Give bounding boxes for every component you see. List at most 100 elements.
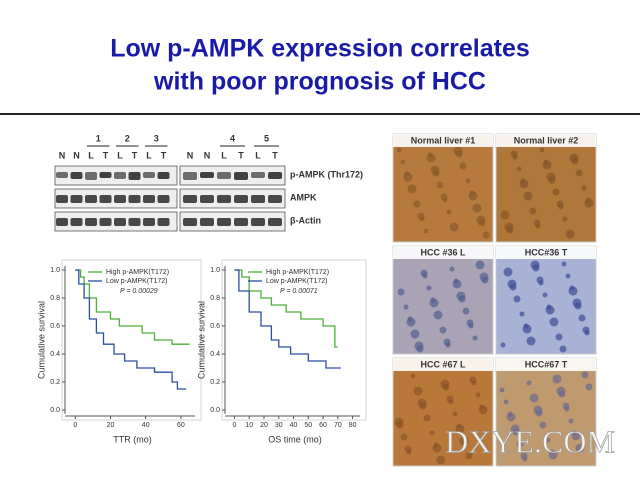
nucleus: [413, 200, 421, 208]
x-tick-label: 0: [73, 422, 77, 429]
nucleus: [426, 285, 432, 291]
nucleus: [529, 393, 539, 403]
blot-frame: [179, 188, 286, 209]
y-tick-label: 0.4: [210, 351, 220, 358]
nucleus: [400, 159, 406, 165]
nucleus: [443, 338, 451, 346]
lane-label: L: [221, 150, 227, 160]
nucleus: [533, 405, 543, 415]
nucleus: [578, 314, 586, 322]
nucleus: [510, 150, 518, 158]
nucleus: [440, 193, 448, 201]
nucleus: [565, 273, 571, 279]
blot-band: [157, 195, 170, 203]
nucleus: [575, 169, 583, 177]
nucleus: [523, 191, 533, 201]
nucleus: [449, 266, 455, 272]
lane-label: T: [132, 150, 138, 160]
nucleus: [582, 326, 590, 334]
ihc-label-bg: [496, 134, 596, 147]
nucleus: [562, 402, 570, 410]
nucleus: [476, 215, 486, 225]
legend-label: High p-AMPK(T172): [106, 269, 169, 276]
nucleus: [410, 373, 416, 379]
nucleus: [507, 411, 513, 417]
ihc-label: Normal liver #2: [514, 135, 579, 145]
blot-band: [268, 172, 282, 179]
x-tick-label: 0: [232, 422, 236, 429]
nucleus: [410, 329, 420, 339]
nucleus: [456, 423, 462, 429]
ihc-label-bg: [393, 358, 493, 371]
nucleus: [449, 222, 459, 232]
survival-curve: [75, 269, 187, 390]
nucleus: [404, 445, 412, 453]
nucleus: [500, 342, 506, 348]
blot-band: [268, 218, 282, 226]
nucleus: [572, 430, 578, 436]
nucleus: [565, 229, 575, 239]
row-label: p-AMPK (Thr172): [290, 169, 363, 179]
x-tick-label: 10: [245, 422, 253, 429]
nucleus: [482, 231, 490, 239]
lane-label: T: [103, 150, 109, 160]
blot-band: [183, 172, 197, 180]
nucleus: [549, 317, 559, 327]
survival-curve: [234, 269, 338, 348]
group-label: 1: [96, 133, 101, 143]
blot-band: [200, 218, 214, 226]
nucleus: [396, 147, 402, 153]
legend-label: Low p-AMPK(T172): [106, 278, 167, 285]
x-axis-label: OS time (mo): [268, 434, 322, 444]
lane-label: T: [272, 150, 278, 160]
blot-band: [56, 172, 68, 178]
lane-label: L: [88, 150, 94, 160]
blot-frame: [179, 165, 286, 186]
lane-label: N: [73, 150, 80, 160]
blot-band: [157, 172, 170, 179]
blot-band: [268, 195, 282, 203]
nucleus: [533, 219, 541, 227]
blot-band: [114, 218, 126, 226]
nucleus: [520, 452, 528, 460]
nucleus: [413, 386, 423, 396]
nucleus: [507, 279, 517, 289]
p-value: P = 0.00071: [280, 288, 318, 295]
blot-band: [234, 218, 248, 226]
nucleus: [556, 386, 566, 396]
nucleus: [430, 165, 440, 175]
group-label: 3: [154, 133, 159, 143]
nucleus: [539, 421, 547, 429]
x-tick-label: 30: [275, 422, 283, 429]
blot-band: [85, 172, 97, 180]
nucleus: [569, 285, 575, 291]
nucleus: [472, 335, 478, 341]
blot-band: [85, 218, 97, 226]
nucleus: [479, 404, 485, 410]
blot-band: [128, 218, 141, 226]
nucleus: [465, 452, 473, 460]
y-tick-label: 0.8: [210, 295, 220, 302]
ihc-image: [495, 245, 597, 355]
blot-band: [183, 218, 197, 226]
ihc-label-bg: [393, 134, 493, 147]
nucleus: [575, 443, 585, 453]
nucleus: [543, 159, 549, 165]
nucleus: [503, 267, 513, 277]
nucleus: [555, 333, 563, 341]
nucleus: [456, 291, 466, 301]
ihc-label: Normal liver #1: [411, 135, 476, 145]
nucleus: [559, 345, 567, 353]
nucleus: [503, 399, 509, 405]
nucleus: [542, 292, 548, 298]
nucleus: [499, 387, 505, 393]
x-tick-label: 20: [107, 422, 115, 429]
legend-label: Low p-AMPK(T172): [266, 278, 327, 285]
y-axis-label: Cumulative survival: [36, 301, 46, 379]
lane-label: N: [59, 150, 66, 160]
blot-band: [70, 195, 83, 203]
lane-label: L: [117, 150, 123, 160]
nucleus: [466, 319, 474, 327]
ihc-label: HCC#36 T: [525, 247, 568, 257]
y-tick-label: 0.2: [210, 379, 220, 386]
